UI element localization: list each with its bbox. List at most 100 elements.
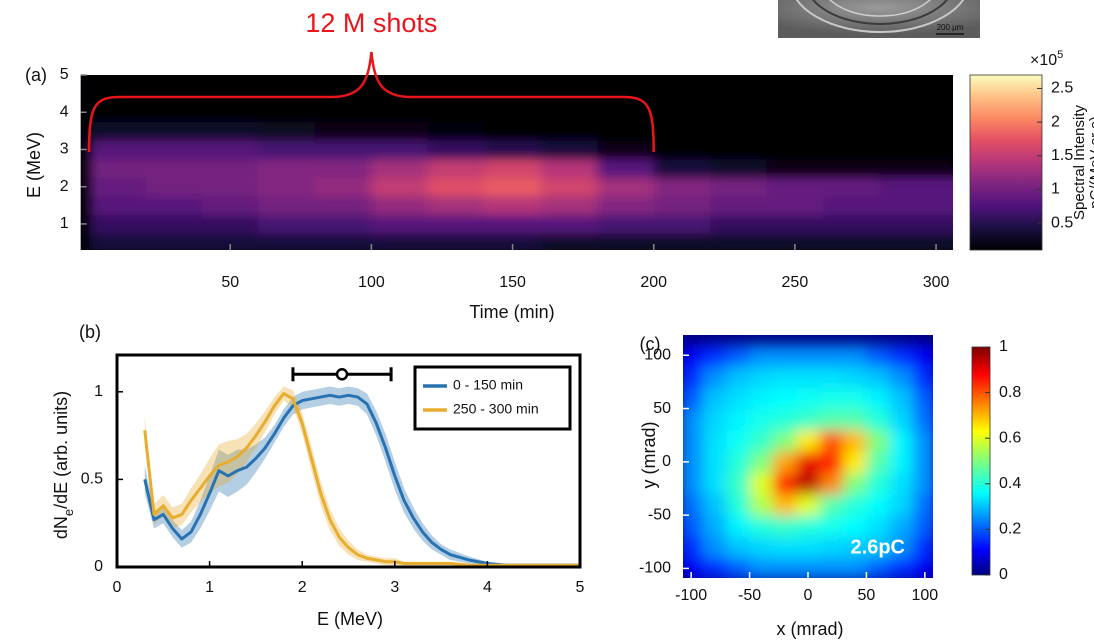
heatmap-cell <box>819 472 844 495</box>
heatmap-cell <box>427 75 485 85</box>
heatmap-cell <box>913 536 933 559</box>
heatmap-cell <box>710 140 768 160</box>
y-tick-label: 2 <box>60 178 69 195</box>
heatmap-cell <box>597 158 655 178</box>
heatmap-cell <box>749 493 774 516</box>
y-tick-label: 0.5 <box>81 471 103 488</box>
heatmap-cell <box>749 451 774 473</box>
heatmap-cell <box>145 158 203 178</box>
heatmap-cell <box>710 196 768 216</box>
heatmap-cell <box>749 387 774 410</box>
annotation-text: 2.6pC <box>851 536 905 558</box>
heatmap-cell <box>913 557 933 578</box>
heatmap-cell <box>889 429 914 452</box>
heatmap-cell <box>314 158 372 178</box>
heatmap-cell <box>819 451 844 473</box>
heatmap-cell <box>653 196 711 216</box>
heatmap-cell <box>89 84 147 104</box>
heatmap-cell <box>879 75 937 85</box>
heatmap-cell <box>702 493 727 516</box>
annotation-text: 12 M shots <box>305 8 437 38</box>
y-tick-label: 3 <box>60 141 69 158</box>
x-axis-label: E (MeV) <box>317 609 383 629</box>
heatmap-cell <box>484 214 542 234</box>
heatmap-cell <box>796 451 821 473</box>
heatmap-cell <box>843 557 867 578</box>
plot-frame <box>115 353 582 569</box>
x-tick-label: 200 <box>640 274 667 291</box>
heatmap-cell <box>484 75 542 85</box>
inset-ring <box>829 0 931 17</box>
heatmap-cell <box>866 472 891 495</box>
legend-box <box>413 365 572 431</box>
heatmap-cell <box>796 536 821 559</box>
heatmap-cell <box>702 472 727 495</box>
heatmap-cell <box>879 158 937 178</box>
colorbar-tick-label: 2 <box>1051 113 1060 130</box>
heatmap-cell <box>823 177 881 197</box>
heatmap-cell <box>653 102 711 123</box>
heatmap-cell <box>484 121 542 141</box>
heatmap-cell <box>371 158 429 178</box>
heatmap-cell <box>823 196 881 216</box>
heatmap-cell <box>597 233 655 250</box>
heatmap-cell <box>683 451 704 473</box>
heatmap-cell <box>796 429 821 452</box>
heatmap-cell <box>866 429 891 452</box>
heatmap-cell <box>371 196 429 216</box>
heatmap-cell <box>597 84 655 104</box>
heatmap-cell <box>766 177 824 197</box>
colorbar-tick-label: 1 <box>1051 181 1060 198</box>
heatmap-cell <box>484 102 542 123</box>
heatmap-cell <box>936 140 954 160</box>
colorbar-tick-label: 0.5 <box>1051 214 1073 231</box>
heatmap-cell <box>866 408 891 431</box>
heatmap-cell <box>702 557 727 578</box>
heatmap-cell <box>936 158 954 178</box>
heatmap-cell <box>823 158 881 178</box>
multiplier-base: ×10 <box>1030 52 1057 69</box>
heatmap-cell <box>89 177 147 197</box>
heatmap-cell <box>145 140 203 160</box>
heatmap-cell <box>772 387 797 410</box>
scale-bar-label: 200 μm <box>937 23 964 32</box>
heatmap-cells <box>683 344 933 578</box>
x-tick-label: 3 <box>390 579 399 596</box>
heatmap-cell <box>936 177 954 197</box>
heatmap-cell <box>889 557 914 578</box>
heatmap-cell <box>683 387 704 410</box>
heatmap-cell <box>371 121 429 141</box>
heatmap-cell <box>913 408 933 431</box>
heatmap-cell <box>258 75 316 85</box>
heatmap-cell <box>823 233 881 250</box>
colorbar-multiplier: ×105 <box>1030 49 1063 69</box>
y-axis-label-part: /dE (arb. units) <box>51 391 71 509</box>
heatmap-cell <box>702 515 727 537</box>
heatmap-cell <box>683 536 704 559</box>
heatmap-cell <box>145 121 203 141</box>
heatmap-cell <box>371 214 429 234</box>
heatmap-cell <box>314 84 372 104</box>
x-tick-label: -100 <box>675 587 707 604</box>
heatmap-cell <box>772 429 797 452</box>
heatmap-cell <box>202 196 259 216</box>
heatmap-cell <box>683 515 704 537</box>
heatmap-cell <box>823 102 881 123</box>
heatmap-cell <box>202 84 259 104</box>
heatmap-cell <box>702 365 727 388</box>
heatmap-cell <box>726 515 751 537</box>
colorbar-tick-label: 1 <box>999 338 1008 355</box>
heatmap-cell <box>772 408 797 431</box>
heatmap-cell <box>823 121 881 141</box>
panel-label: (c) <box>640 334 661 354</box>
heatmap-cell <box>866 344 891 367</box>
heatmap-cell <box>936 121 954 141</box>
heatmap-cell <box>540 158 598 178</box>
heatmap-cell <box>710 214 768 234</box>
heatmap-cell <box>371 102 429 123</box>
heatmap-cell <box>258 140 316 160</box>
heatmap-cell <box>823 140 881 160</box>
heatmap-cell <box>683 365 704 388</box>
heatmap-cell <box>371 233 429 250</box>
heatmap-cell <box>749 344 774 367</box>
